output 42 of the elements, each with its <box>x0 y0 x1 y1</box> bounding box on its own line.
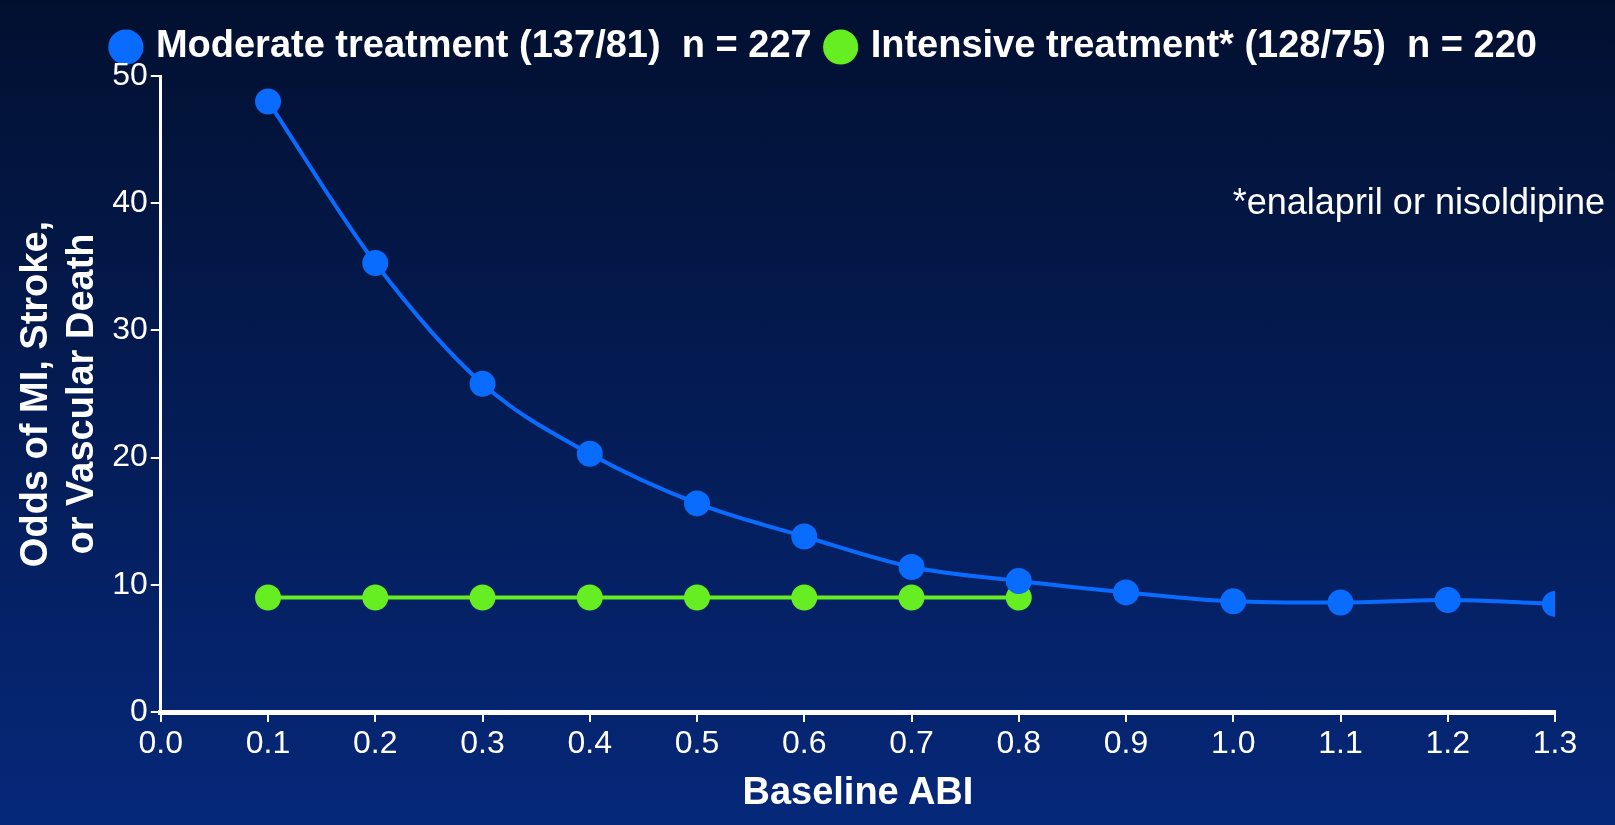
y-tick-label: 50 <box>112 55 148 92</box>
point <box>1434 587 1461 614</box>
point <box>1005 567 1032 594</box>
point <box>362 584 389 611</box>
point <box>684 584 711 611</box>
point <box>898 553 925 580</box>
point <box>362 249 389 276</box>
x-tick-label: 0.5 <box>674 724 720 761</box>
legend-label: Intensive treatment* (128/75) n = 220 <box>870 23 1537 66</box>
x-tick-label: 0.8 <box>996 724 1042 761</box>
y-tick-label: 40 <box>112 183 148 220</box>
x-tick-label: 0.1 <box>245 724 291 761</box>
y-tick-label: 10 <box>112 564 148 601</box>
x-tick-label: 0.7 <box>889 724 934 761</box>
x-tick-label: 0.4 <box>567 724 613 761</box>
x-tick-label: 0.9 <box>1103 724 1149 761</box>
point <box>791 523 818 550</box>
x-tick-label: 1.2 <box>1425 724 1470 761</box>
x-tick-label: 0.3 <box>460 724 505 761</box>
point <box>255 88 282 115</box>
x-axis-title: Baseline ABI <box>742 769 974 812</box>
x-tick-label: 1.3 <box>1532 724 1578 761</box>
y-tick-label: 30 <box>112 310 148 347</box>
point <box>469 370 496 397</box>
point <box>576 584 603 611</box>
point <box>1327 589 1354 616</box>
x-tick-label: 1.1 <box>1318 724 1363 761</box>
point <box>576 440 603 467</box>
point <box>1113 579 1140 606</box>
x-tick-label: 0.2 <box>353 724 398 761</box>
y-tick-label: 20 <box>112 437 148 474</box>
x-tick-label: 0.6 <box>782 724 827 761</box>
y-axis-title: Odds of MI, Stroke, or Vascular Death <box>13 220 101 568</box>
point <box>898 584 925 611</box>
legend-label: Moderate treatment (137/81) n = 227 <box>155 23 812 66</box>
point <box>684 490 711 517</box>
x-tick-label: 1.0 <box>1211 724 1256 761</box>
point <box>469 584 496 611</box>
point <box>255 584 282 611</box>
annotation: *enalapril or nisoldipine <box>1232 180 1605 222</box>
point <box>791 584 818 611</box>
point <box>1220 588 1247 615</box>
